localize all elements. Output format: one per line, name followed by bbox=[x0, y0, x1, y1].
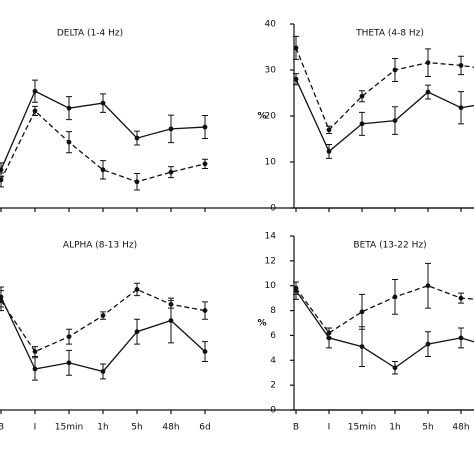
y-tick-label: 0 bbox=[270, 406, 276, 416]
x-tick-label: 1h bbox=[97, 423, 108, 433]
x-tick-label: 5h bbox=[422, 423, 433, 433]
data-point bbox=[32, 349, 38, 354]
data-point bbox=[0, 298, 4, 304]
data-point bbox=[359, 93, 365, 99]
x-tick-label: I bbox=[328, 423, 331, 433]
data-point bbox=[202, 124, 208, 130]
y-tick-label: 8 bbox=[270, 306, 276, 316]
data-point bbox=[100, 100, 106, 106]
y-axis-label: % bbox=[257, 319, 266, 329]
series-line bbox=[295, 290, 474, 369]
data-point bbox=[458, 63, 464, 68]
data-point bbox=[168, 318, 174, 323]
x-tick-label: I bbox=[34, 423, 37, 433]
data-point bbox=[392, 67, 398, 73]
data-point bbox=[66, 334, 72, 340]
data-point bbox=[100, 167, 106, 173]
data-point bbox=[202, 349, 208, 354]
data-point bbox=[326, 127, 332, 133]
data-point bbox=[168, 169, 174, 175]
y-axis-label: % bbox=[257, 112, 266, 122]
panel-title: DELTA (1-4 Hz) bbox=[57, 29, 123, 39]
y-tick-label: 6 bbox=[270, 331, 276, 341]
y-tick-label: 10 bbox=[265, 158, 277, 168]
data-point bbox=[392, 294, 398, 300]
data-point bbox=[202, 161, 208, 167]
y-tick-label: 20 bbox=[265, 112, 277, 122]
x-tick-label: B bbox=[0, 423, 4, 433]
data-point bbox=[359, 121, 365, 127]
y-tick-label: 0 bbox=[270, 204, 276, 214]
data-point bbox=[100, 369, 106, 374]
data-point bbox=[293, 76, 299, 82]
x-tick-label: 15min bbox=[55, 423, 83, 433]
data-point bbox=[100, 313, 106, 318]
data-point bbox=[392, 118, 398, 123]
data-point bbox=[134, 179, 140, 185]
y-tick-label: 4 bbox=[270, 356, 276, 366]
data-point bbox=[202, 308, 208, 313]
panel-title: ALPHA (8-13 Hz) bbox=[63, 241, 137, 251]
y-tick-label: 2 bbox=[270, 381, 276, 391]
data-point bbox=[66, 105, 72, 111]
data-point bbox=[425, 341, 431, 347]
y-tick-label: 10 bbox=[265, 281, 277, 291]
x-tick-label: 1h bbox=[389, 423, 400, 433]
data-point bbox=[326, 330, 332, 336]
data-point bbox=[134, 329, 140, 335]
data-point bbox=[0, 167, 4, 173]
x-tick-label: 15min bbox=[348, 423, 376, 433]
data-point bbox=[293, 45, 299, 51]
x-tick-label: 48h bbox=[452, 423, 469, 433]
data-point bbox=[392, 365, 398, 371]
x-tick-label: 5h bbox=[131, 423, 142, 433]
data-point bbox=[134, 135, 140, 141]
series-line bbox=[0, 288, 206, 353]
data-point bbox=[168, 126, 174, 132]
data-point bbox=[66, 139, 72, 145]
data-point bbox=[293, 285, 299, 291]
y-tick-label: 14 bbox=[265, 232, 277, 242]
data-point bbox=[425, 60, 431, 66]
data-point bbox=[32, 366, 38, 372]
data-point bbox=[458, 335, 464, 341]
series-line bbox=[0, 296, 206, 373]
data-point bbox=[458, 105, 464, 111]
data-point bbox=[425, 89, 431, 95]
panel-title: THETA (4-8 Hz) bbox=[355, 29, 424, 39]
y-tick-label: 12 bbox=[265, 256, 276, 266]
data-point bbox=[359, 309, 365, 315]
series-line bbox=[295, 47, 474, 131]
data-point bbox=[66, 360, 72, 366]
data-point bbox=[32, 108, 38, 114]
data-point bbox=[168, 301, 174, 307]
y-tick-label: 30 bbox=[265, 66, 277, 76]
x-tick-label: 48h bbox=[162, 423, 179, 433]
data-point bbox=[134, 287, 140, 292]
data-point bbox=[326, 149, 332, 154]
data-point bbox=[425, 283, 431, 289]
data-point bbox=[359, 344, 365, 350]
series-line bbox=[295, 285, 474, 334]
data-point bbox=[0, 177, 4, 183]
y-tick-label: 40 bbox=[265, 20, 277, 30]
data-point bbox=[32, 88, 38, 94]
panel-title: BETA (13-22 Hz) bbox=[353, 241, 426, 251]
x-tick-label: B bbox=[293, 423, 299, 433]
data-point bbox=[458, 295, 464, 301]
x-tick-label: 6d bbox=[199, 423, 210, 433]
